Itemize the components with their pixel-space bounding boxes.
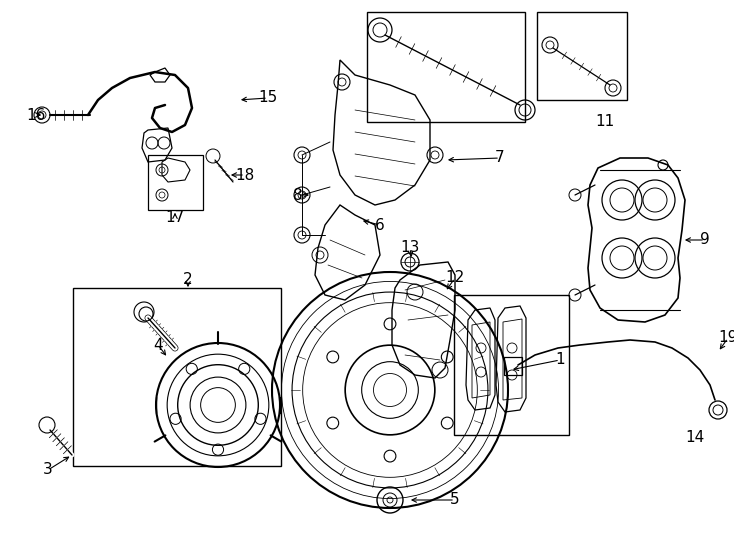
Text: 3: 3	[43, 462, 53, 477]
Text: 12: 12	[446, 271, 465, 286]
Text: 14: 14	[686, 430, 705, 445]
Text: 19: 19	[719, 330, 734, 346]
Text: 18: 18	[236, 167, 255, 183]
Text: 13: 13	[400, 240, 420, 255]
Text: 2: 2	[184, 273, 193, 287]
Text: 11: 11	[595, 114, 614, 130]
Bar	[454, 295, 569, 435]
Text: 4: 4	[153, 338, 163, 353]
Bar	[537, 12, 627, 100]
Bar	[148, 155, 203, 210]
Text: 5: 5	[450, 492, 459, 508]
Text: 17: 17	[165, 211, 185, 226]
Bar	[367, 12, 525, 122]
Bar	[73, 288, 281, 466]
Bar	[504, 357, 522, 375]
Text: 9: 9	[700, 233, 710, 247]
Text: 7: 7	[495, 151, 505, 165]
Text: 16: 16	[26, 107, 46, 123]
Text: 6: 6	[375, 218, 385, 233]
Text: 8: 8	[293, 187, 303, 202]
Text: 15: 15	[258, 91, 277, 105]
Text: 1: 1	[555, 353, 564, 368]
